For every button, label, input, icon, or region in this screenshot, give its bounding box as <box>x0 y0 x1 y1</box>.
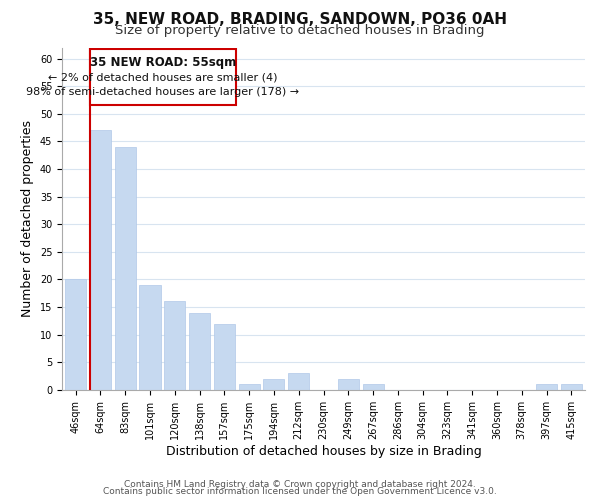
Text: ← 2% of detached houses are smaller (4): ← 2% of detached houses are smaller (4) <box>48 72 277 83</box>
Text: Contains HM Land Registry data © Crown copyright and database right 2024.: Contains HM Land Registry data © Crown c… <box>124 480 476 489</box>
Bar <box>115 147 136 390</box>
Text: Contains public sector information licensed under the Open Government Licence v3: Contains public sector information licen… <box>103 487 497 496</box>
Bar <box>90 130 111 390</box>
Bar <box>164 302 185 390</box>
Bar <box>65 280 86 390</box>
FancyBboxPatch shape <box>90 48 236 106</box>
Bar <box>139 285 161 390</box>
Text: 98% of semi-detached houses are larger (178) →: 98% of semi-detached houses are larger (… <box>26 88 299 98</box>
Text: Size of property relative to detached houses in Brading: Size of property relative to detached ho… <box>115 24 485 37</box>
X-axis label: Distribution of detached houses by size in Brading: Distribution of detached houses by size … <box>166 444 481 458</box>
Text: 35 NEW ROAD: 55sqm: 35 NEW ROAD: 55sqm <box>89 56 236 69</box>
Bar <box>536 384 557 390</box>
Bar <box>239 384 260 390</box>
Bar <box>362 384 383 390</box>
Bar <box>561 384 582 390</box>
Bar <box>338 379 359 390</box>
Bar <box>263 379 284 390</box>
Text: 35, NEW ROAD, BRADING, SANDOWN, PO36 0AH: 35, NEW ROAD, BRADING, SANDOWN, PO36 0AH <box>93 12 507 28</box>
Y-axis label: Number of detached properties: Number of detached properties <box>21 120 34 317</box>
Bar <box>189 312 210 390</box>
Bar <box>288 374 309 390</box>
Bar <box>214 324 235 390</box>
